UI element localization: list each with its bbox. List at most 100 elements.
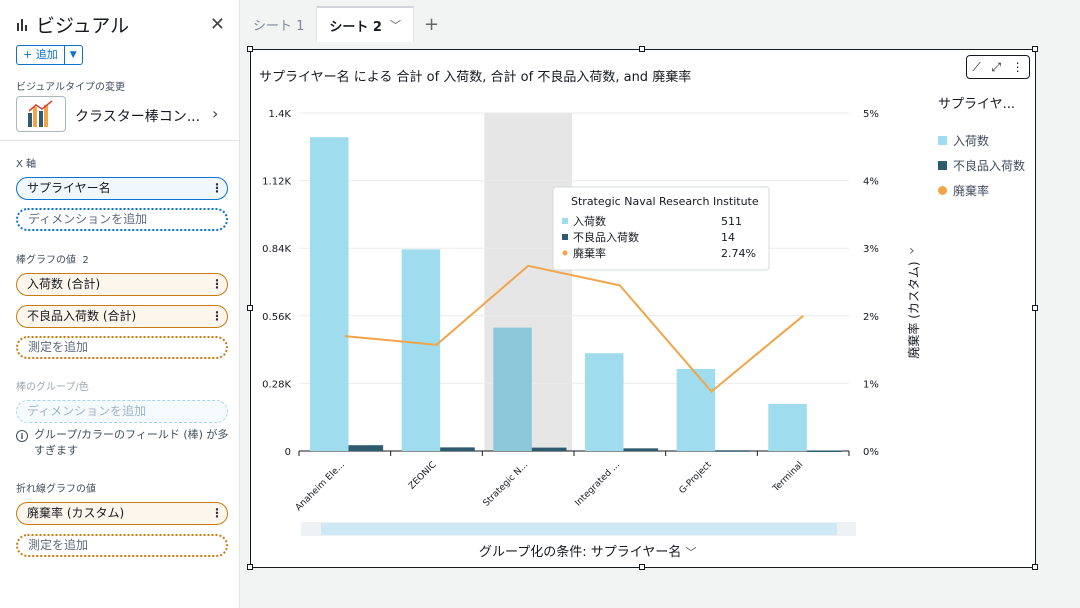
bar-defective: [806, 450, 842, 453]
y-right-tick-label: 4%: [863, 177, 879, 188]
resize-handle[interactable]: [247, 46, 253, 52]
tab-sheet-1-label: シート 1: [253, 18, 305, 34]
more-options-icon[interactable]: ⋮: [211, 309, 223, 323]
more-options-icon[interactable]: ⋮: [1011, 60, 1024, 74]
x-axis-field[interactable]: サプライヤー名 ⋮: [16, 177, 228, 200]
y-left-tick-label: 0.84K: [262, 244, 291, 255]
more-options-icon[interactable]: ⋮: [211, 181, 223, 195]
y-left-tick-label: 0.28K: [262, 379, 291, 390]
x-axis-field-label: サプライヤー名: [27, 181, 111, 195]
y-left-tick-label: 1.4K: [269, 109, 292, 120]
divider: [0, 140, 240, 141]
tooltip-title: Strategic Naval Research Institute: [571, 195, 759, 208]
expand-icon[interactable]: ⤢: [991, 59, 1001, 74]
x-axis-label: X 軸: [16, 159, 37, 170]
y-left-tick-label: 1.12K: [262, 177, 291, 188]
bar-incoming: [310, 137, 349, 451]
y-right-axis-title: 廃棄率 (カスタム): [906, 261, 921, 358]
add-button[interactable]: + 追加 ▼: [16, 45, 83, 65]
chevron-down-icon[interactable]: ▼: [63, 46, 82, 64]
resize-handle[interactable]: [247, 305, 253, 311]
resize-handle[interactable]: [247, 564, 253, 570]
bar-defective: [348, 445, 384, 451]
y-left-tick-label: 0.56K: [262, 312, 291, 323]
bar-incoming: [676, 368, 716, 451]
bar-incoming: [585, 353, 624, 451]
resize-handle[interactable]: [639, 46, 645, 52]
visual-type-name[interactable]: クラスター棒コン...: [75, 109, 201, 125]
bar-incoming: [493, 327, 532, 451]
more-options-icon[interactable]: ⋮: [211, 506, 223, 520]
bar-value-field-1-label: 入荷数 (合計): [27, 277, 101, 291]
y-right-tick-label: 5%: [863, 109, 879, 120]
chevron-down-icon[interactable]: ﹀: [389, 19, 401, 32]
legend-item-3[interactable]: 廃棄率: [938, 182, 989, 199]
chart-canvas[interactable]: 0 0.28K 0.56K 0.84K 1.12K 1.4K 0% 1% 2% 3% 4% 5% Ana…: [251, 50, 1037, 569]
legend-title: サプライヤ...: [938, 97, 1016, 112]
line-value-field-label: 廃棄率 (カスタム): [27, 506, 125, 520]
resize-handle[interactable]: [1032, 305, 1038, 311]
visual-toolbar: ⟋ ⤢ ⋮: [966, 55, 1030, 79]
bar-values-label: 棒グラフの値 2: [16, 251, 89, 266]
bar-defective: [531, 447, 567, 451]
sidebar-title: ビジュアル: [36, 14, 130, 37]
visual-title: サプライヤー名 による 合計 of 入荷数, 合計 of 不良品入荷数, and…: [259, 70, 692, 85]
add-sheet-icon[interactable]: +: [423, 13, 440, 35]
bar-values-text: 棒グラフの値: [16, 255, 76, 266]
info-icon: i: [16, 430, 28, 442]
tooltip-label: 廃棄率: [573, 246, 606, 260]
bar-chart-icon: [17, 19, 27, 31]
legend-swatch: [938, 161, 947, 170]
chart-settings-icon[interactable]: ⟋: [972, 59, 981, 74]
tab-sheet-1[interactable]: シート 1: [241, 6, 318, 42]
visual-container[interactable]: サプライヤー名 による 合計 of 入荷数, 合計 of 不良品入荷数, and…: [250, 49, 1036, 568]
tooltip-swatch: [562, 234, 568, 240]
line-add-measure-dropzone[interactable]: 測定を追加: [16, 534, 228, 557]
resize-handle[interactable]: [1032, 46, 1038, 52]
chevron-down-icon[interactable]: ﹀: [685, 546, 697, 559]
x-tick-label: ZEONIC: [407, 460, 439, 492]
group-add-dimension-label: ディメンションを追加: [27, 404, 147, 418]
add-measure-dropzone[interactable]: 測定を追加: [16, 336, 228, 359]
tab-sheet-2-label: シート 2: [329, 19, 382, 35]
y-left-tick-label: 0: [285, 447, 291, 458]
clustered-bar-combo-icon: [28, 100, 53, 127]
legend-item-2[interactable]: 不良品入荷数: [938, 157, 1025, 174]
tooltip-value: 14: [721, 231, 735, 244]
tab-sheet-2[interactable]: シート 2 ﹀: [317, 6, 414, 42]
bar-value-field-2[interactable]: 不良品入荷数 (合計) ⋮: [16, 305, 228, 328]
bar-value-field-1[interactable]: 入荷数 (合計) ⋮: [16, 273, 228, 296]
warning-message: i グループ/カラーのフィールド (棒) が多すぎます: [16, 427, 231, 459]
tooltip-value: 511: [721, 215, 742, 228]
line-waste-rate: [344, 264, 804, 393]
line-value-field[interactable]: 廃棄率 (カスタム) ⋮: [16, 502, 228, 525]
visual-sidebar: ビジュアル ✕ + 追加 ▼ ビジュアルタイプの変更 クラスター棒コン... ›…: [0, 0, 240, 608]
sheet-tabs: シート 1 シート 2 ﹀ +: [241, 6, 449, 42]
add-button-label[interactable]: + 追加: [23, 48, 58, 61]
warning-text: グループ/カラーのフィールド (棒) が多すぎます: [34, 428, 229, 457]
x-tick-label: Integrated ...: [573, 460, 621, 508]
visual-type-icon[interactable]: [16, 96, 66, 132]
tooltip-swatch: [562, 218, 568, 224]
close-icon[interactable]: ✕: [209, 14, 225, 35]
bar-defective: [715, 450, 750, 452]
bar-incoming: [768, 403, 807, 451]
more-options-icon[interactable]: ⋮: [211, 277, 223, 291]
sidebar-header: ビジュアル: [16, 10, 129, 38]
tooltip-label: 不良品入荷数: [573, 230, 639, 244]
legend-swatch: [938, 186, 947, 195]
tooltip-box: [552, 186, 770, 271]
x-tick-label: G-Project: [678, 460, 714, 496]
resize-handle[interactable]: [1032, 564, 1038, 570]
resize-handle[interactable]: [639, 564, 645, 570]
legend-item-1[interactable]: 入荷数: [938, 132, 989, 149]
tooltip-swatch: [562, 250, 568, 256]
chevron-right-icon[interactable]: ›: [212, 104, 219, 123]
group-color-label: 棒のグループ/色: [16, 382, 89, 393]
scrollbar-thumb: [321, 523, 837, 535]
group-by-label[interactable]: グループ化の条件: サプライヤー名 ﹀: [479, 541, 696, 560]
bar-incoming: [401, 249, 441, 451]
add-dimension-dropzone[interactable]: ディメンションを追加: [16, 208, 228, 231]
group-color-dropzone: ディメンションを追加: [16, 400, 228, 423]
bar-values-count: 2: [82, 255, 89, 266]
